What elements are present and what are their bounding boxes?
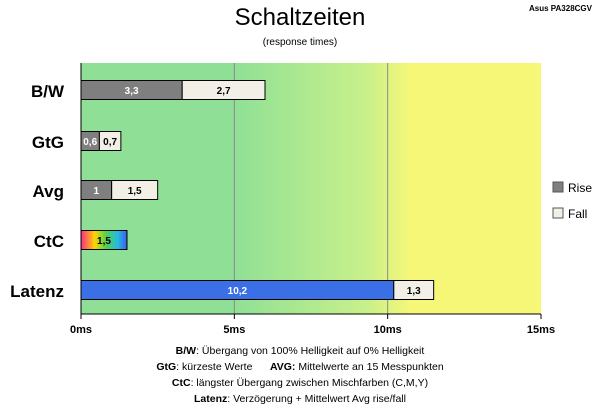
chart-subtitle: (response times)	[262, 37, 338, 48]
device-name: Asus PA328CGV	[529, 4, 592, 13]
bar-fall-4	[393, 280, 435, 300]
x-tick-label-0: 0ms	[70, 324, 92, 336]
bar-label-latenz-base: 10,2	[228, 286, 248, 297]
footnote-bw: B/W: Übergang von 100% Helligkeit auf 0%…	[0, 343, 600, 359]
footnote-bw-term: B/W	[175, 345, 197, 357]
legend-swatch-rise	[552, 181, 564, 193]
bar-label-rise-2: 1	[94, 186, 100, 197]
x-tick-label-3: 15ms	[527, 324, 555, 336]
footnotes: B/W: Übergang von 100% Helligkeit auf 0%…	[0, 343, 600, 407]
bar-label-fall-4: 1,3	[407, 286, 421, 297]
legend-label-rise: Rise	[568, 181, 592, 195]
footnote-ctc: CtC: längster Übergang zwischen Mischfar…	[0, 375, 600, 391]
bar-label-rise-0: 3,3	[125, 86, 139, 97]
category-label-1: GtG	[32, 133, 64, 152]
category-label-3: CtC	[34, 232, 64, 251]
bar-label-fall-1: 0,7	[103, 137, 117, 148]
footnote-avg-term: AVG:	[269, 361, 296, 373]
footnote-latenz-text: : Verzögerung + Mittelwert Avg rise/fall	[227, 393, 406, 405]
bar-label-fall-0: 2,7	[217, 86, 231, 97]
footnote-gtg-avg: GtG: kürzeste Werte AVG: Mittelwerte an …	[0, 359, 600, 375]
bar-ctc	[80, 230, 128, 250]
x-tick-label-1: 5ms	[223, 324, 245, 336]
bar-fall-0	[181, 80, 266, 100]
footnote-latenz: Latenz: Verzögerung + Mittelwert Avg ris…	[0, 391, 600, 407]
footnote-ctc-term: CtC	[171, 377, 191, 389]
footnote-gtg-text: : kürzeste Werte	[176, 361, 253, 373]
footnote-latenz-term: Latenz	[194, 393, 228, 405]
footnote-bw-text: : Übergang von 100% Helligkeit auf 0% He…	[196, 345, 425, 357]
footnote-gtg-term: GtG	[156, 361, 177, 373]
bar-label-ctc: 1,5	[97, 236, 111, 247]
legend-swatch-fall	[552, 207, 564, 219]
category-label-0: B/W	[31, 82, 65, 101]
category-label-4: Latenz	[10, 282, 64, 301]
x-tick-label-2: 10ms	[374, 324, 402, 336]
footnote-ctc-text: : längster Übergang zwischen Mischfarben…	[190, 377, 429, 389]
bar-fall-2	[111, 180, 159, 200]
chart-title: Schaltzeiten	[234, 4, 366, 31]
category-label-2: Avg	[33, 182, 65, 201]
footnote-avg-text: Mittelwerte an 15 Messpunkten	[295, 361, 444, 373]
legend-label-fall: Fall	[568, 207, 587, 221]
bar-fall-1	[98, 131, 122, 151]
bar-label-rise-1: 0,6	[83, 137, 97, 148]
bar-label-fall-2: 1,5	[128, 186, 142, 197]
